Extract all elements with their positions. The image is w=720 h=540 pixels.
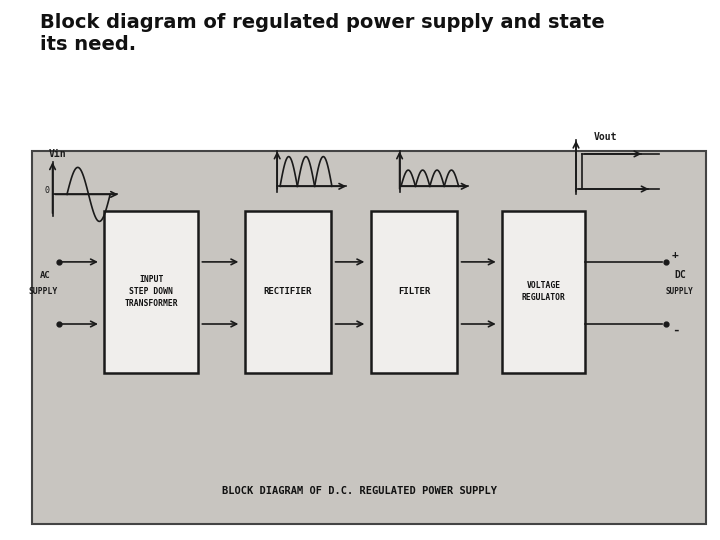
Text: SUPPLY: SUPPLY bbox=[665, 287, 693, 296]
Bar bbox=[32, 151, 706, 524]
Text: Vout: Vout bbox=[594, 132, 618, 143]
Text: Block diagram of regulated power supply and state: Block diagram of regulated power supply … bbox=[40, 14, 604, 32]
Bar bbox=[245, 211, 331, 373]
Text: RECTIFIER: RECTIFIER bbox=[264, 287, 312, 296]
Text: -: - bbox=[672, 323, 679, 337]
Text: AC: AC bbox=[40, 271, 50, 280]
Text: 0: 0 bbox=[45, 186, 50, 195]
Bar bbox=[104, 211, 198, 373]
Text: INPUT
STEP DOWN
TRANSFORMER: INPUT STEP DOWN TRANSFORMER bbox=[125, 275, 178, 308]
Text: its need.: its need. bbox=[40, 35, 136, 54]
Bar bbox=[371, 211, 457, 373]
Text: FILTER: FILTER bbox=[398, 287, 430, 296]
Text: +: + bbox=[672, 249, 678, 260]
Text: SUPPLY: SUPPLY bbox=[29, 287, 58, 296]
Bar bbox=[503, 211, 585, 373]
Text: DC: DC bbox=[675, 270, 686, 280]
Text: BLOCK DIAGRAM OF D.C. REGULATED POWER SUPPLY: BLOCK DIAGRAM OF D.C. REGULATED POWER SU… bbox=[222, 487, 498, 496]
Text: Vin: Vin bbox=[49, 148, 66, 159]
Text: VOLTAGE
REGULATOR: VOLTAGE REGULATOR bbox=[522, 281, 565, 302]
